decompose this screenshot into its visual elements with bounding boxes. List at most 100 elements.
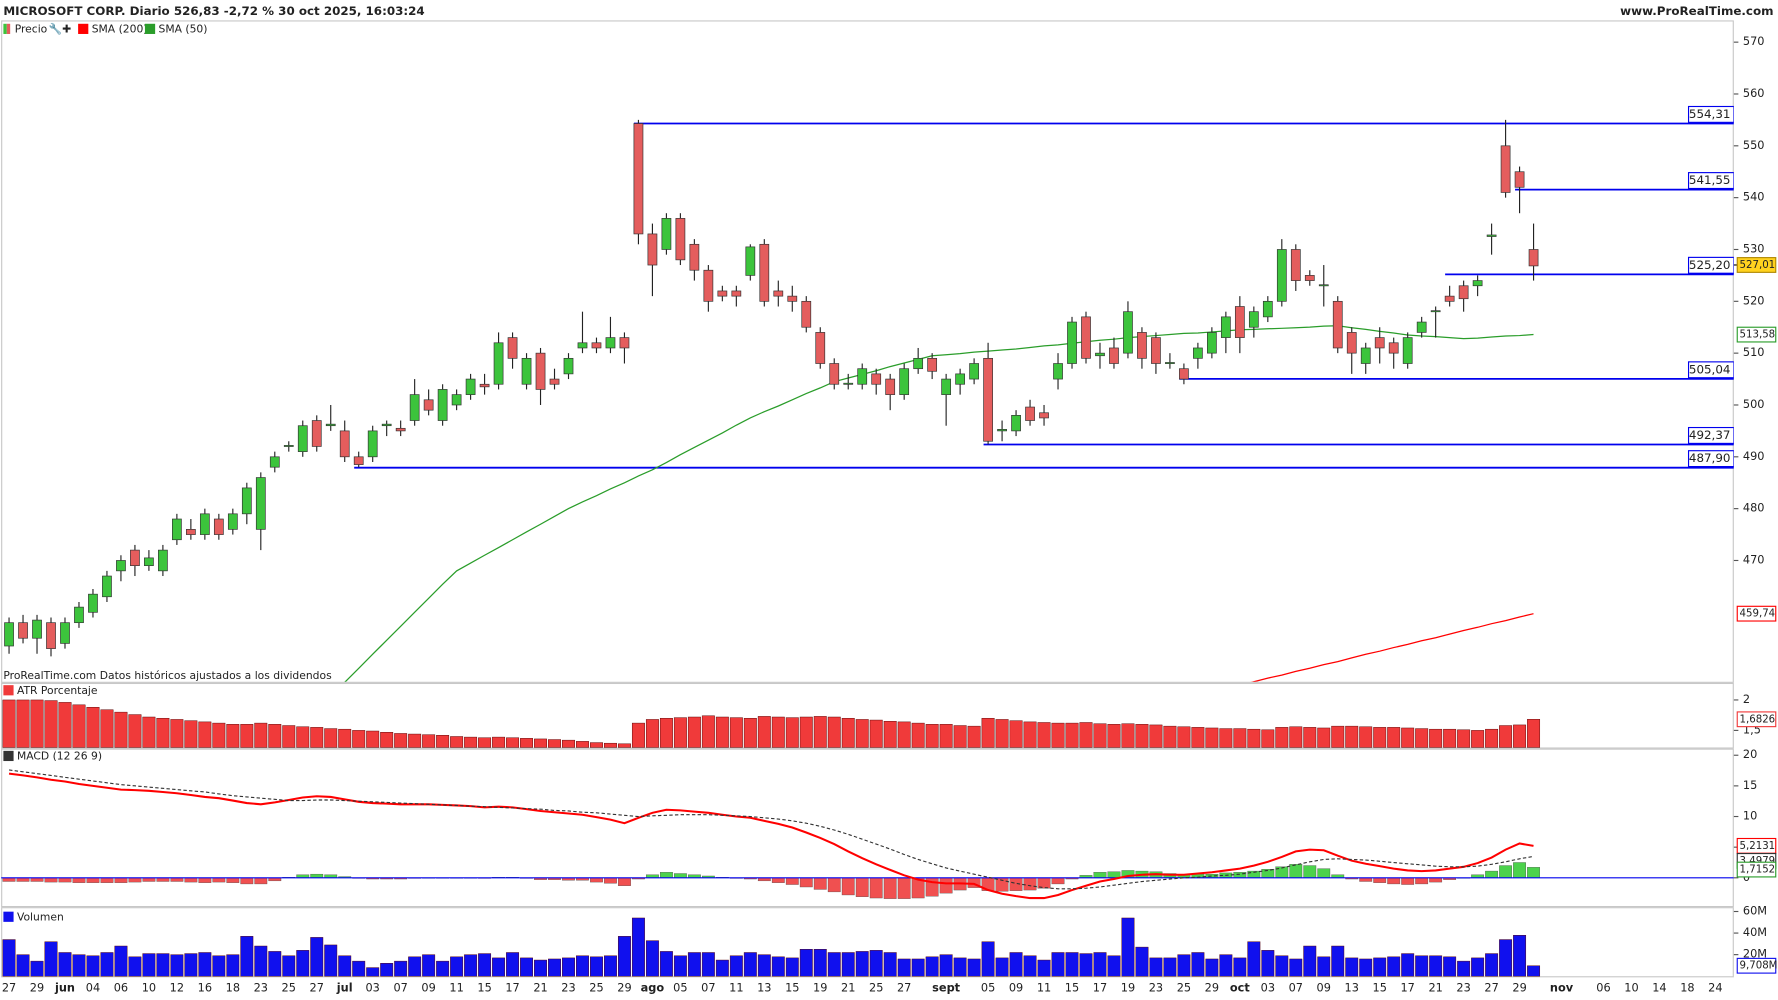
histogram-bar <box>240 877 254 885</box>
bar <box>576 741 589 748</box>
candle-body <box>1500 145 1511 193</box>
bar <box>981 717 995 748</box>
bar <box>184 953 198 977</box>
candle-body <box>815 332 826 364</box>
bar <box>1359 726 1373 748</box>
y-tick-label: 15 <box>1743 778 1757 792</box>
candle-body <box>507 337 518 359</box>
candle-body <box>717 290 728 297</box>
bar <box>72 704 86 748</box>
bar <box>30 699 44 748</box>
candle-body <box>1416 321 1427 333</box>
candle-body <box>1360 347 1371 364</box>
bar <box>464 736 478 748</box>
bar <box>296 726 310 748</box>
bar <box>1443 728 1457 748</box>
histogram-bar <box>1051 877 1065 885</box>
bar <box>198 721 212 748</box>
bar <box>226 724 240 748</box>
bar <box>1303 945 1317 977</box>
panel-frames <box>1 20 1734 978</box>
histogram-bar <box>1401 877 1415 885</box>
bar <box>617 743 631 748</box>
bar <box>729 955 743 977</box>
bar <box>617 936 631 977</box>
y-tick-label: 470 <box>1743 552 1765 566</box>
histogram-bar <box>827 877 841 893</box>
legend: Precio 🔧✚ SMA (200) SMA (50) ATR Porcent… <box>3 21 207 923</box>
bar <box>771 716 785 748</box>
bar <box>757 716 771 748</box>
x-tick-label: 13 <box>757 981 771 995</box>
x-tick-label: 18 <box>1680 981 1694 995</box>
bar <box>1219 728 1233 748</box>
bar <box>1303 727 1317 748</box>
bar <box>883 721 897 748</box>
candle-body <box>941 378 952 395</box>
x-tick-label: 10 <box>142 981 156 995</box>
histogram-bar <box>212 877 226 883</box>
bar <box>100 709 114 748</box>
histogram-bar <box>114 877 128 883</box>
bar <box>1093 952 1107 977</box>
bar <box>1121 917 1135 977</box>
panel-title: Volumen <box>17 910 64 923</box>
x-tick-label: 19 <box>1121 981 1135 995</box>
histogram-bar <box>1093 872 1107 878</box>
bar <box>799 949 813 977</box>
bar <box>1289 726 1303 748</box>
legend-label: SMA (50) <box>159 22 208 35</box>
candle-body <box>1109 347 1119 364</box>
bar <box>953 957 967 977</box>
axis-tag-label: 459,74 <box>1740 609 1776 620</box>
y-tick-label: 40M <box>1743 925 1767 939</box>
bar <box>1527 965 1541 977</box>
histogram-bar <box>86 877 100 883</box>
bar <box>1261 950 1275 977</box>
histogram-bar <box>72 877 86 883</box>
candle-body <box>857 368 868 385</box>
bar <box>1275 727 1289 748</box>
bar <box>1219 954 1233 977</box>
bar <box>1485 728 1499 748</box>
candle-body <box>759 243 770 302</box>
candle-body <box>1374 337 1385 349</box>
candle-body <box>353 456 364 465</box>
bar <box>142 953 156 977</box>
y-tick-label: 2 <box>1743 692 1750 706</box>
bar <box>1149 957 1163 977</box>
bar <box>1471 957 1485 977</box>
bar <box>436 960 450 977</box>
x-tick-label: 03 <box>1261 981 1275 995</box>
macd-plot <box>1 769 1734 900</box>
candle-body <box>829 363 840 385</box>
candle-body <box>269 456 280 468</box>
bar <box>757 954 771 977</box>
x-tick-label: 03 <box>365 981 379 995</box>
bar <box>1401 727 1415 748</box>
bar <box>254 722 268 748</box>
histogram-bar <box>1387 877 1401 885</box>
bar <box>785 957 799 977</box>
bar <box>1457 729 1471 748</box>
bar <box>715 959 729 977</box>
x-tick-label: 13 <box>1345 981 1359 995</box>
level-label: 554,31 <box>1689 107 1731 121</box>
bar <box>785 717 799 748</box>
axis-tag <box>1736 957 1777 974</box>
bar <box>450 956 464 977</box>
price-plot: 554,31 541,55 525,20 505,04 492,37 487,90 <box>4 105 1734 682</box>
x-tick-label: 15 <box>785 981 799 995</box>
x-tick-label: jul <box>336 981 353 995</box>
y-tick-label: 500 <box>1743 397 1765 411</box>
candle-body <box>18 622 28 639</box>
axis-tag-label: 3,4979 <box>1740 856 1776 867</box>
bar <box>673 717 687 748</box>
bar <box>408 733 422 748</box>
x-tick-label: 05 <box>981 981 995 995</box>
bar <box>1051 952 1065 977</box>
legend-tool[interactable]: 🔧✚ <box>49 21 71 35</box>
candle-body <box>325 423 336 427</box>
bar <box>729 717 743 748</box>
candle-body <box>1486 234 1497 237</box>
